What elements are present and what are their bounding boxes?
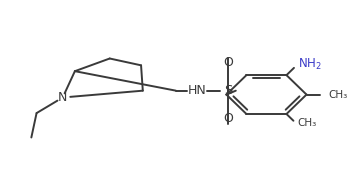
Text: O: O <box>223 56 233 69</box>
Text: S: S <box>224 84 232 97</box>
Text: CH₃: CH₃ <box>298 118 317 128</box>
Text: N: N <box>58 91 67 104</box>
Text: O: O <box>223 113 233 125</box>
Text: NH$_2$: NH$_2$ <box>298 57 322 72</box>
Text: HN: HN <box>187 84 206 97</box>
Text: CH₃: CH₃ <box>328 90 348 100</box>
